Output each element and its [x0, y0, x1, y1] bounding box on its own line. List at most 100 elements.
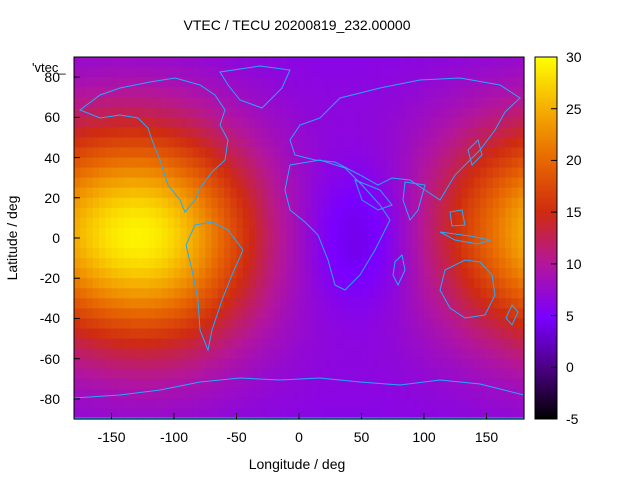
heatmap-cell [230, 97, 238, 108]
heatmap-cell [149, 97, 156, 108]
heatmap-cell [267, 338, 275, 350]
heatmap-cell [274, 187, 281, 199]
heatmap-cell [192, 388, 200, 400]
heatmap-cell [486, 97, 494, 108]
heatmap-cell [192, 298, 200, 309]
heatmap-cell [349, 388, 356, 400]
heatmap-cell [330, 227, 338, 239]
heatmap-cell [174, 127, 181, 139]
heatmap-cell [474, 117, 481, 128]
heatmap-cell [305, 137, 313, 149]
heatmap-cell [92, 187, 100, 199]
heatmap-cell [467, 67, 475, 78]
heatmap-cell [242, 268, 250, 279]
heatmap-cell [186, 308, 194, 320]
heatmap-cell [242, 338, 250, 350]
y-tick-label: 0 [52, 230, 60, 246]
heatmap-cell [311, 177, 319, 189]
heatmap-cell [374, 238, 381, 249]
heatmap-cell [474, 238, 481, 249]
heatmap-cell [111, 378, 119, 390]
heatmap-cell [317, 378, 325, 390]
heatmap-cell [124, 127, 131, 139]
heatmap-cell [117, 388, 125, 400]
heatmap-cell [324, 278, 331, 289]
heatmap-cell [417, 87, 425, 98]
heatmap-cell [267, 368, 275, 380]
heatmap-cell [517, 288, 525, 299]
heatmap-cell [311, 328, 319, 340]
heatmap-cell [286, 187, 294, 199]
heatmap-cell [99, 197, 106, 209]
heatmap-cell [211, 338, 219, 350]
heatmap-cell [455, 207, 463, 219]
heatmap-cell [311, 197, 319, 209]
heatmap-cell [436, 167, 444, 179]
heatmap-cell [330, 197, 338, 209]
heatmap-cell [217, 147, 225, 159]
heatmap-cell [436, 97, 444, 108]
heatmap-cell [249, 137, 256, 149]
heatmap-cell [149, 227, 156, 239]
heatmap-cell [80, 117, 88, 128]
heatmap-cell [305, 258, 313, 269]
heatmap-cell [367, 97, 375, 108]
heatmap-cell [436, 127, 444, 139]
heatmap-cell [130, 398, 138, 410]
heatmap-cell [424, 197, 431, 209]
heatmap-cell [230, 107, 238, 118]
heatmap-cell [367, 288, 375, 299]
heatmap-cell [349, 378, 356, 390]
heatmap-cell [161, 258, 169, 269]
heatmap-cell [499, 227, 506, 239]
heatmap-cell [436, 248, 444, 259]
heatmap-cell [324, 217, 331, 229]
heatmap-cell [330, 147, 338, 159]
heatmap-cell [130, 127, 138, 139]
heatmap-cell [292, 167, 300, 179]
heatmap-cell [255, 398, 263, 410]
heatmap-cell [305, 248, 313, 259]
heatmap-cell [136, 127, 144, 139]
heatmap-cell [305, 127, 313, 139]
heatmap-cell [424, 318, 431, 330]
heatmap-cell [324, 137, 331, 149]
heatmap-cell [124, 217, 131, 229]
heatmap-cell [399, 217, 406, 229]
heatmap-cell [292, 278, 300, 289]
heatmap-cell [205, 107, 213, 118]
heatmap-cell [186, 187, 194, 199]
heatmap-cell [367, 107, 375, 118]
heatmap-cell [274, 117, 281, 128]
heatmap-cell [174, 398, 181, 410]
heatmap-cell [92, 318, 100, 330]
heatmap-cell [136, 368, 144, 380]
heatmap-cell [480, 338, 488, 350]
heatmap-cell [436, 318, 444, 330]
heatmap-cell [92, 378, 100, 390]
heatmap-cell [386, 87, 394, 98]
heatmap-cell [311, 338, 319, 350]
heatmap-cell [511, 157, 519, 169]
heatmap-cell [242, 87, 250, 98]
heatmap-cell [361, 87, 369, 98]
heatmap-cell [86, 67, 94, 78]
heatmap-cell [280, 167, 288, 179]
heatmap-cell [142, 248, 150, 259]
heatmap-cell [117, 147, 125, 159]
heatmap-cell [430, 217, 438, 229]
heatmap-cell [180, 288, 188, 299]
heatmap-cell [424, 238, 431, 249]
heatmap-cell [411, 137, 419, 149]
heatmap-cell [74, 127, 81, 139]
heatmap-cell [261, 227, 269, 239]
heatmap-cell [274, 177, 281, 189]
heatmap-cell [192, 338, 200, 350]
heatmap-cell [442, 388, 450, 400]
heatmap-cell [224, 57, 231, 68]
heatmap-cell [511, 408, 519, 420]
heatmap-cell [511, 398, 519, 410]
heatmap-cell [74, 378, 81, 390]
heatmap-cell [111, 348, 119, 360]
heatmap-cell [436, 207, 444, 219]
